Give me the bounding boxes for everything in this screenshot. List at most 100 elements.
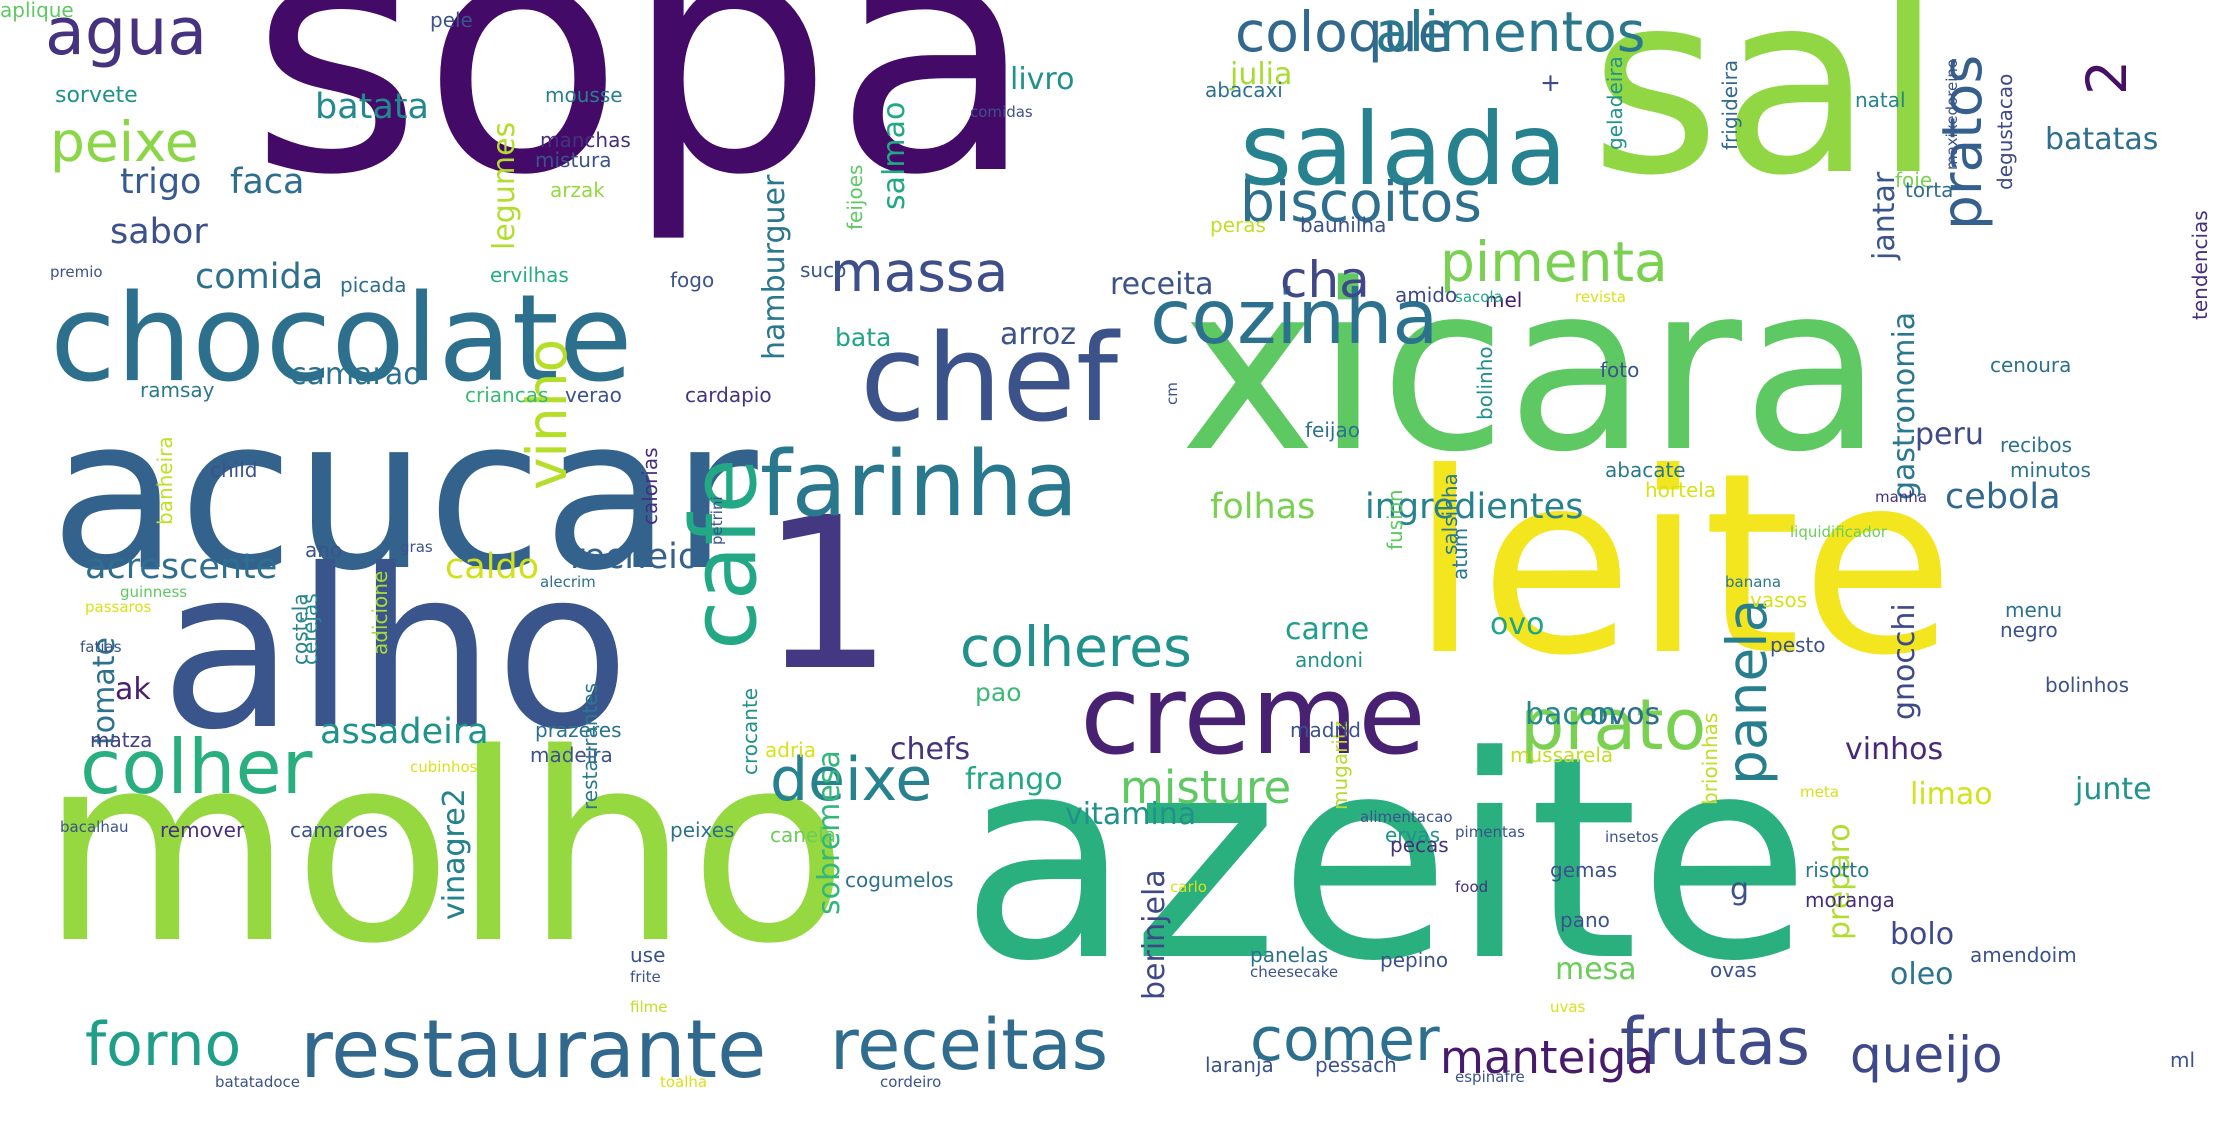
word: camarao: [290, 357, 422, 392]
word: farinha: [760, 432, 1079, 537]
word: bolinhos: [2045, 673, 2130, 697]
word: arzak: [550, 178, 605, 202]
word: ramsay: [140, 378, 215, 402]
word: mistura: [535, 148, 612, 172]
word: sacola: [1455, 288, 1503, 306]
word: acucar: [50, 372, 758, 617]
word: ano: [305, 538, 343, 562]
word: premio: [50, 263, 103, 281]
word: picada: [340, 273, 407, 297]
word: bata: [835, 323, 892, 352]
word: ak: [115, 672, 151, 707]
word: canela: [770, 823, 837, 847]
word: carlo: [1170, 878, 1207, 896]
word: cubinhos: [410, 758, 478, 776]
word: salsinha: [1438, 473, 1462, 555]
word: banheira: [153, 436, 177, 525]
word: livro: [1010, 62, 1075, 97]
word: gastronomia: [1887, 311, 1922, 500]
word: cogumelos: [845, 868, 954, 892]
word: banana: [1725, 573, 1782, 591]
word: guinness: [120, 583, 188, 601]
word: agua: [45, 0, 208, 70]
word: restaurantes: [578, 682, 602, 810]
word: peixes: [670, 818, 735, 842]
word: gnocchi: [1887, 603, 1922, 720]
word: andoni: [1295, 648, 1364, 672]
word: bacon: [1525, 697, 1617, 732]
word: frutas: [1620, 1005, 1810, 1080]
word: meta: [1800, 783, 1839, 801]
word: bolinho: [1473, 346, 1497, 420]
word: brioinhas: [1698, 712, 1722, 805]
word: receitas: [830, 1004, 1109, 1086]
word: amido: [1395, 283, 1458, 307]
word: insetos: [1605, 828, 1659, 846]
word: passaros: [85, 598, 152, 616]
word: aplique: [0, 0, 74, 22]
word: peru: [1915, 417, 1984, 452]
word: pao: [975, 678, 1022, 707]
word: prato: [1520, 684, 1707, 766]
word: madrid: [1290, 718, 1361, 742]
word: revista: [1575, 288, 1626, 306]
word: colheres: [960, 615, 1192, 679]
word: receita: [1110, 267, 1214, 302]
word: molho: [40, 699, 849, 1001]
word: feijoes: [843, 164, 867, 230]
word: 2: [2075, 60, 2139, 95]
word: bolo: [1890, 917, 1955, 952]
word: comer: [1250, 1005, 1440, 1075]
word: negro: [2000, 618, 2058, 642]
word: verao: [565, 383, 622, 407]
word: fusion: [1383, 489, 1407, 550]
word: frite: [630, 968, 661, 986]
word: amendoim: [1970, 943, 2077, 967]
word: hamburguer: [757, 174, 792, 360]
word: risotto: [1805, 858, 1870, 882]
word: crocante: [738, 687, 762, 775]
word: batatas: [2045, 122, 2159, 157]
word: cardapio: [685, 383, 772, 407]
word: cebola: [1945, 477, 2061, 517]
word: cenoura: [1990, 353, 2072, 377]
word: recibos: [2000, 433, 2072, 457]
word: suco: [800, 258, 847, 282]
word: pepino: [1380, 948, 1449, 972]
word: alecrim: [540, 573, 596, 591]
word: natal: [1855, 88, 1906, 112]
word: gras: [400, 538, 433, 556]
word: mousse: [545, 83, 623, 107]
word: tendencias: [2188, 210, 2212, 320]
word: caldo: [445, 547, 540, 587]
word: toalha: [660, 1073, 708, 1091]
word: colher: [80, 723, 313, 811]
word: queijo: [1850, 1026, 2003, 1084]
word: moranga: [1805, 888, 1895, 912]
word: batata: [315, 87, 430, 127]
word: junte: [2075, 772, 2152, 807]
word: mel: [1485, 288, 1523, 312]
word: cha: [1280, 251, 1370, 309]
word: degustacao: [1993, 73, 2017, 190]
word: maxixedoreino: [1943, 58, 1961, 170]
word: cerejas: [298, 593, 322, 665]
word: arroz: [1000, 317, 1076, 352]
word: child: [210, 458, 258, 482]
word: manteiga: [1440, 1031, 1654, 1084]
word: madeira: [530, 743, 613, 767]
word: g: [1730, 872, 1750, 907]
word: comida: [195, 257, 324, 297]
word: batatadoce: [215, 1073, 301, 1091]
word: restaurante: [300, 1003, 767, 1096]
word: pessach: [1315, 1053, 1397, 1077]
word: ml: [2170, 1048, 2196, 1072]
word: laranja: [1205, 1053, 1274, 1077]
word: vinhos: [1845, 732, 1944, 767]
word: use: [630, 943, 666, 967]
word: acrescente: [85, 547, 278, 587]
word: chef: [860, 310, 1119, 449]
word: folhas: [1210, 487, 1316, 527]
word: panelas: [1250, 943, 1329, 967]
